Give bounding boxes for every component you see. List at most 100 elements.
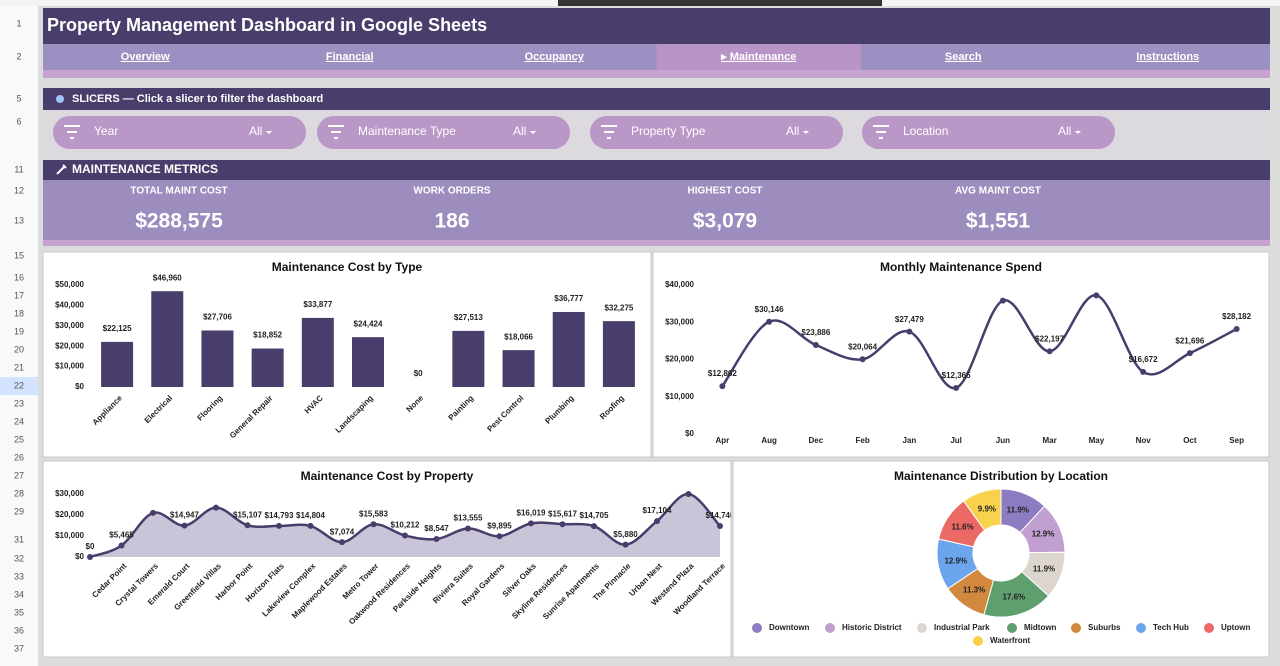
data-label: $46,960 [153,273,182,282]
data-label: $10,212 [391,521,420,530]
point [999,297,1006,304]
slicer-pill[interactable] [862,116,1115,149]
wrench-icon [56,164,67,175]
point [307,522,314,529]
chart-panel [652,251,1270,458]
y-tick-label: $20,000 [55,341,84,350]
data-label: 11.3% [963,585,985,594]
slicer-label: Location [903,124,948,138]
point [622,541,629,548]
bar [352,337,384,387]
data-label: $14,947 [170,511,199,520]
legend-label: Downtown [769,623,810,632]
slicer-value: All [1058,124,1071,138]
data-label: $22,125 [103,324,132,333]
legend-swatch [917,623,927,633]
y-tick-label: $30,000 [665,317,694,326]
slicer[interactable]: Year All [53,116,306,149]
tab[interactable]: Search [945,51,982,63]
chart-panel [42,251,652,458]
slicer-banner [43,88,1270,110]
row-number: 11 [14,164,23,174]
point [591,523,597,530]
data-label: $18,066 [504,332,533,341]
y-tick-label: $30,000 [55,489,84,498]
slicer[interactable]: Maintenance Type All [317,116,570,149]
row-number: 36 [14,625,24,635]
point [433,536,440,543]
metric-value: 186 [434,210,469,233]
data-label: $24,424 [354,319,383,328]
point [1186,350,1193,357]
y-tick-label: $40,000 [55,301,84,310]
data-label: 9.9% [978,504,996,513]
point [276,522,282,529]
y-tick-label: $30,000 [55,321,84,330]
bar [301,317,334,387]
data-label: $14,705 [580,511,609,520]
y-tick-label: $40,000 [665,280,694,289]
active-tab [656,44,861,70]
chart-panel [42,460,732,658]
point [953,384,960,391]
point [339,539,345,546]
metrics-banner [43,160,1270,180]
bar [502,350,535,387]
slicer-pill[interactable] [317,116,570,149]
data-label: 11.9% [1007,505,1029,514]
metric-label: TOTAL MAINT COST [130,186,227,197]
point [766,318,773,325]
x-tick-label: Mar [1043,436,1057,445]
y-tick-label: $10,000 [665,392,694,401]
legend-swatch [1007,623,1017,633]
x-tick-label: Sep [1229,436,1244,445]
slicer-pill[interactable] [53,116,306,149]
tab[interactable]: Occupancy [525,51,585,63]
legend-label: Tech Hub [1153,623,1189,632]
tab[interactable]: Instructions [1136,51,1199,63]
filter-icon [601,125,617,139]
filter-icon [873,125,889,139]
data-label: 17.6% [1002,592,1025,601]
tab[interactable]: Overview [121,51,170,63]
tab[interactable]: Financial [326,51,374,63]
point [906,328,913,335]
data-label: $27,479 [895,315,924,324]
y-tick-label: $0 [75,552,84,561]
x-tick-label: Oct [1183,436,1197,445]
data-label: $36,777 [554,294,583,303]
metrics-band [43,180,1270,240]
metric-label: WORK ORDERS [413,186,491,197]
y-tick-label: $50,000 [55,280,84,289]
x-tick-label: Nov [1136,436,1152,445]
legend-label: Suburbs [1088,623,1121,632]
slicer-banner-text: SLICERS — Click a slicer to filter the d… [72,93,323,105]
point [1093,292,1100,299]
row-number: 22 [14,380,24,390]
legend-swatch [1204,623,1214,633]
data-label: $7,074 [330,527,355,536]
slicer[interactable]: Property Type All [590,116,843,149]
data-label: $14,804 [296,511,325,520]
metric-value: $288,575 [135,210,223,233]
tab[interactable]: ▸ Maintenance [720,51,796,63]
slicer-value: All [249,124,262,138]
point [370,521,377,528]
slicer[interactable]: Location All [862,116,1115,149]
row-number: 6 [16,116,21,126]
point [559,521,566,528]
data-label: $23,886 [801,328,830,337]
data-label: $27,513 [454,313,483,322]
point [181,522,188,529]
row-number: 19 [14,326,24,336]
data-label: $20,064 [848,342,877,351]
data-label: $15,583 [359,509,388,518]
slicer-pill[interactable] [590,116,843,149]
y-tick-label: $0 [685,429,694,438]
row-number: 34 [14,589,24,599]
x-tick-label: Apr [715,436,729,445]
row-number: 26 [14,452,24,462]
data-label: $21,696 [1175,336,1204,345]
row-number: 1 [16,18,21,28]
metric-label: HIGHEST COST [687,186,762,197]
